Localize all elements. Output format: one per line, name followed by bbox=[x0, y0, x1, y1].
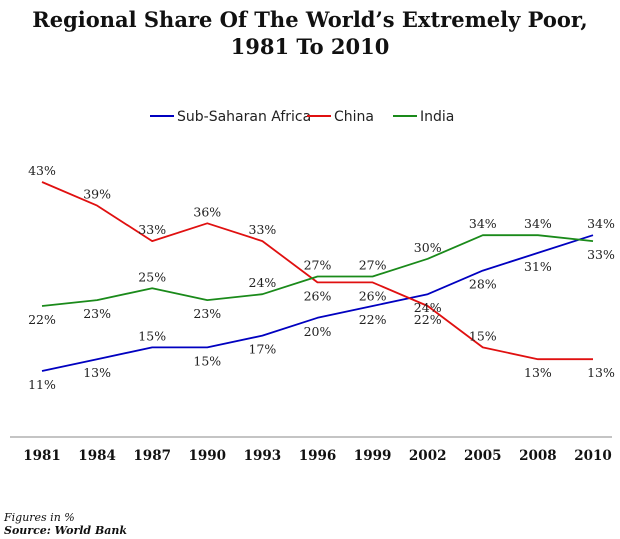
data-label: 33% bbox=[249, 222, 277, 237]
x-tick-label: 1981 bbox=[23, 448, 61, 464]
data-label: 24% bbox=[249, 275, 277, 290]
data-label: 39% bbox=[83, 187, 111, 202]
data-label: 33% bbox=[138, 222, 166, 237]
data-label: 27% bbox=[304, 258, 332, 273]
data-label: 34% bbox=[469, 216, 497, 231]
x-tick-label: 2005 bbox=[464, 448, 502, 464]
data-label: 31% bbox=[524, 259, 552, 274]
data-label: 36% bbox=[193, 204, 221, 219]
data-label: 43% bbox=[28, 163, 56, 178]
x-tick-label: 1999 bbox=[354, 448, 392, 464]
data-label: 17% bbox=[249, 342, 277, 357]
data-label: 25% bbox=[138, 269, 166, 284]
data-label: 13% bbox=[524, 365, 552, 380]
x-tick-label: 2008 bbox=[519, 448, 557, 464]
data-label: 22% bbox=[414, 312, 442, 327]
data-label: 34% bbox=[524, 216, 552, 231]
data-labels: 11%13%15%15%17%20%22%24%28%31%34%43%39%3… bbox=[28, 163, 615, 392]
data-label: 11% bbox=[28, 377, 56, 392]
x-tick-label: 2002 bbox=[409, 448, 447, 464]
x-axis-ticks: 1981 1984 1987 1990 1993 1996 1999 2002 2005 2008… bbox=[23, 448, 612, 464]
data-label: 22% bbox=[28, 312, 56, 327]
series-line bbox=[41, 181, 593, 361]
data-label: 22% bbox=[359, 312, 387, 327]
data-label: 13% bbox=[83, 365, 111, 380]
data-label: 24% bbox=[414, 300, 442, 315]
source-note: Source: World Bank bbox=[4, 524, 127, 537]
data-label: 23% bbox=[83, 306, 111, 321]
data-label: 33% bbox=[587, 247, 615, 262]
data-label: 26% bbox=[304, 288, 332, 303]
data-label: 20% bbox=[304, 324, 332, 339]
data-label: 15% bbox=[193, 353, 221, 368]
x-tick-label: 1984 bbox=[78, 448, 116, 464]
chart-title-line-1: Regional Share Of The World’s Extremely … bbox=[32, 7, 588, 32]
data-label: 27% bbox=[359, 258, 387, 273]
data-label: 28% bbox=[469, 277, 497, 292]
data-label: 30% bbox=[414, 240, 442, 255]
series-line bbox=[41, 234, 594, 307]
x-tick-label: 1996 bbox=[299, 448, 337, 464]
data-label: 15% bbox=[469, 328, 497, 343]
legend-entry: India bbox=[420, 109, 454, 125]
data-label: 23% bbox=[193, 306, 221, 321]
legend: Sub-Saharan Africa China India bbox=[150, 109, 454, 125]
units-note: Figures in % bbox=[4, 511, 75, 524]
x-tick-label: 1987 bbox=[133, 448, 171, 464]
x-tick-label: 2010 bbox=[574, 448, 612, 464]
legend-entry: China bbox=[334, 109, 374, 125]
chart-title-line-2: 1981 To 2010 bbox=[231, 34, 390, 59]
series-line bbox=[41, 234, 594, 372]
data-label: 15% bbox=[138, 328, 166, 343]
data-label: 26% bbox=[359, 288, 387, 303]
x-tick-label: 1990 bbox=[189, 448, 227, 464]
data-label: 13% bbox=[587, 365, 615, 380]
legend-entry: Sub-Saharan Africa bbox=[177, 109, 311, 125]
data-label: 34% bbox=[587, 216, 615, 231]
x-tick-label: 1993 bbox=[244, 448, 282, 464]
series-group bbox=[41, 181, 594, 372]
